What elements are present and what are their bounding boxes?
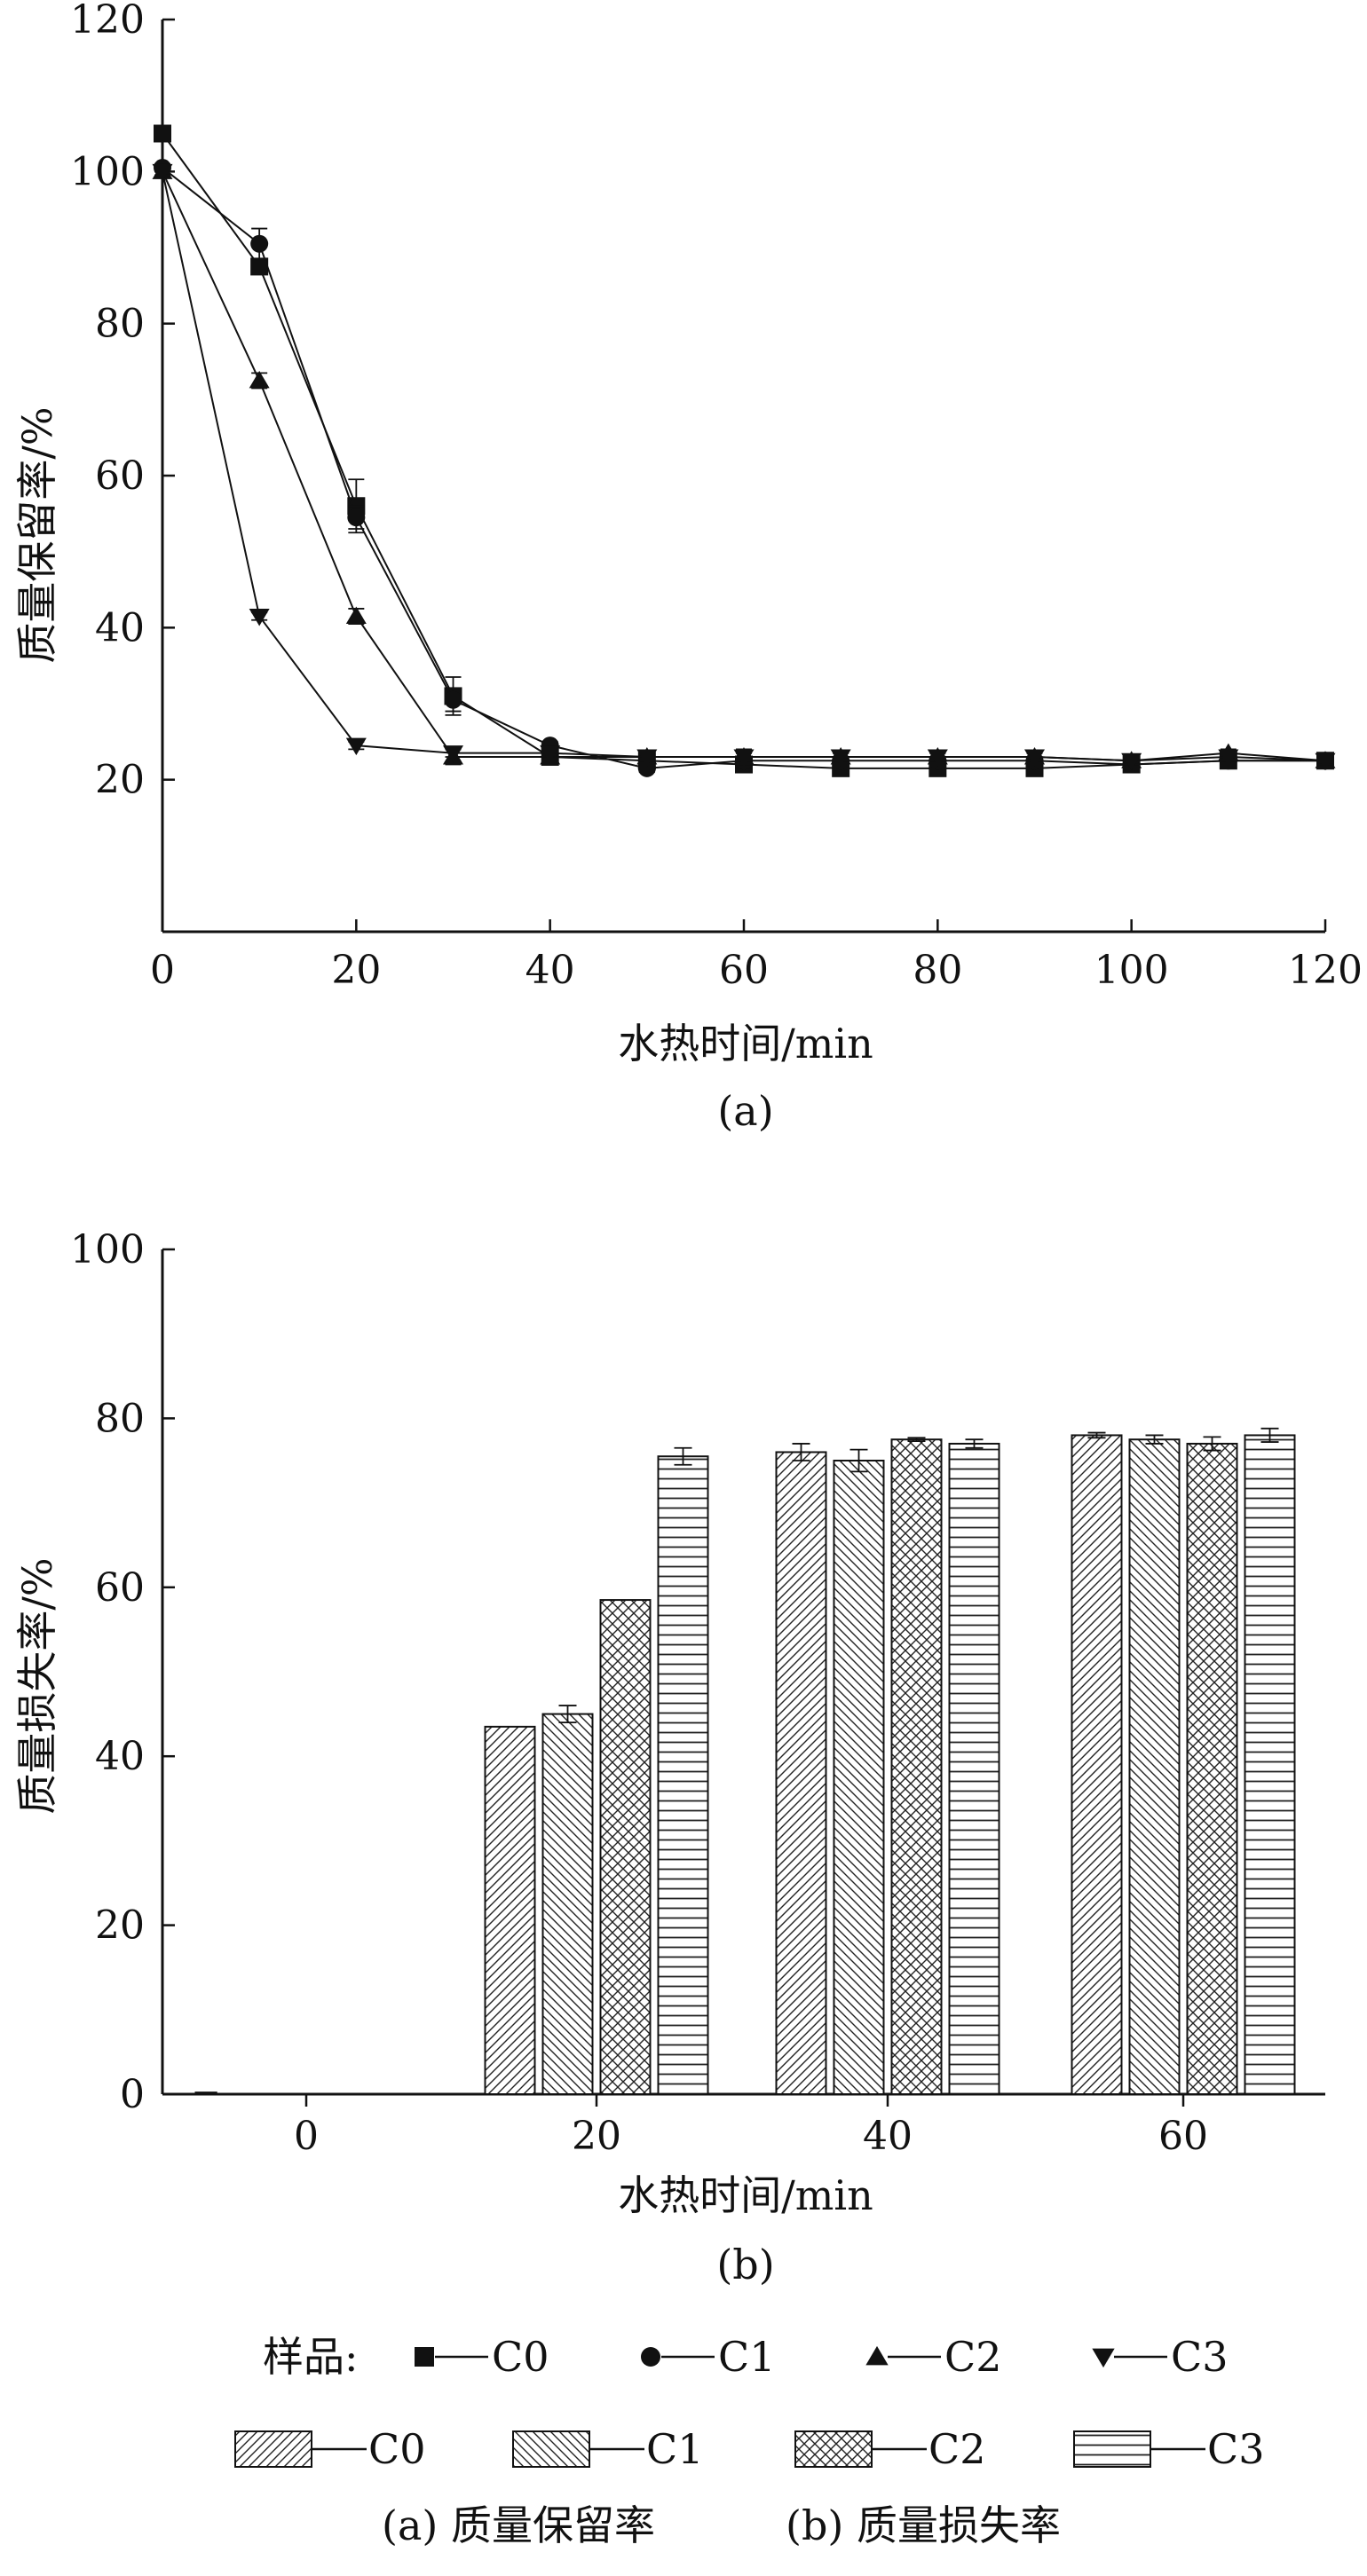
panel-a-x-tick-label: 100 bbox=[1094, 948, 1169, 993]
legend-label-C0: C0 bbox=[492, 2333, 549, 2381]
bar-C2-40 bbox=[890, 1438, 943, 2095]
legend-marker-C3 bbox=[1092, 2348, 1115, 2368]
series-line-C3 bbox=[162, 171, 1326, 762]
panel-a-x-tick-label: 0 bbox=[150, 948, 175, 993]
figure-caption: (a) 质量保留率 (b) 质量损失率 bbox=[382, 2501, 1061, 2549]
legend-label-C2: C2 bbox=[928, 2425, 985, 2473]
data-point-C1 bbox=[444, 690, 462, 709]
series-line-C0 bbox=[162, 132, 1325, 769]
legend-marker-C2 bbox=[865, 2345, 889, 2366]
panel-b-x-tick-label: 20 bbox=[572, 2114, 621, 2159]
caption-a: (a) 质量保留率 bbox=[382, 2501, 655, 2549]
bar-C3-60 bbox=[1244, 1434, 1296, 2095]
panel-a-y-tick-label: 40 bbox=[95, 605, 145, 650]
data-point-C1 bbox=[347, 508, 366, 527]
data-point-C3 bbox=[1121, 752, 1142, 771]
bar-C2-60 bbox=[1186, 1442, 1238, 2095]
data-point-C3 bbox=[1218, 749, 1239, 767]
legend-swatch-C0 bbox=[234, 2430, 312, 2468]
bar-C0-20 bbox=[484, 1725, 536, 2095]
panel-b: 0 20 40 60 80 100 0 20 40 60 水热时间/min 质量损失率/% (b) bbox=[13, 1227, 1325, 2288]
legend-bar-items: C0 C1 C2 C3 bbox=[234, 2425, 1264, 2473]
legend-label-C1: C1 bbox=[718, 2333, 775, 2381]
bar-C1-40 bbox=[833, 1460, 885, 2095]
panel-b-y-tick-label: 40 bbox=[95, 1734, 145, 1779]
data-point-C3 bbox=[733, 749, 755, 767]
panel-b-y-tick-label: 20 bbox=[95, 1903, 145, 1949]
legend-label-C1: C1 bbox=[646, 2425, 703, 2473]
data-point-C3 bbox=[927, 749, 948, 767]
bar-C1-20 bbox=[541, 1713, 594, 2095]
legend-label-C3: C3 bbox=[1171, 2333, 1228, 2381]
panel-b-plot: 0 20 40 60 80 100 0 20 40 60 bbox=[70, 1227, 1325, 2159]
series-line-C2 bbox=[162, 170, 1326, 762]
panel-b-x-tick-label: 0 bbox=[294, 2114, 319, 2159]
legend-line-items: C0 C1 C2 C3 bbox=[415, 2333, 1228, 2381]
panel-a-x-tick-label: 120 bbox=[1288, 948, 1363, 993]
panel-b-x-tick-label: 40 bbox=[863, 2114, 913, 2159]
panel-a-ylabel: 质量保留率/% bbox=[13, 406, 61, 663]
legend-label-C3: C3 bbox=[1207, 2425, 1264, 2473]
data-point-C1 bbox=[250, 234, 269, 253]
panel-b-x-tick-label: 60 bbox=[1158, 2114, 1208, 2159]
panel-a-y-tick-label: 60 bbox=[95, 453, 145, 499]
data-point-C3 bbox=[443, 745, 463, 763]
data-point-C3 bbox=[540, 745, 561, 763]
panel-a-y-tick-label: 100 bbox=[70, 149, 145, 194]
panel-a-xlabel: 水热时间/min bbox=[618, 1020, 873, 1067]
data-point-C2 bbox=[345, 606, 367, 624]
data-point-C3 bbox=[152, 163, 173, 182]
data-point-C0 bbox=[250, 257, 269, 276]
panel-b-y-tick-label: 0 bbox=[120, 2072, 145, 2117]
legend-swatch-C1 bbox=[512, 2430, 590, 2468]
panel-a-x-tick-label: 80 bbox=[913, 948, 962, 993]
panel-b-y-tick-label: 60 bbox=[95, 1565, 145, 1611]
legend-swatch-C2 bbox=[794, 2430, 873, 2468]
panel-b-ylabel: 质量损失率/% bbox=[13, 1557, 61, 1814]
legend-marker-C1 bbox=[641, 2347, 660, 2367]
legend-swatch-C3 bbox=[1073, 2430, 1151, 2468]
legend-prefix: 样品: bbox=[263, 2333, 359, 2381]
data-point-C3 bbox=[249, 608, 270, 626]
panel-a-label: (a) bbox=[717, 1087, 773, 1135]
data-point-C3 bbox=[636, 749, 658, 767]
legend-label-C2: C2 bbox=[944, 2333, 1001, 2381]
panel-b-xlabel: 水热时间/min bbox=[618, 2171, 873, 2219]
bar-C0-40 bbox=[775, 1451, 827, 2095]
panel-a: 0 20 40 60 80 100 120 20 40 60 80 100 120 水热时间/min 质… bbox=[13, 0, 1363, 1135]
data-point-C3 bbox=[1315, 752, 1336, 771]
legend: 样品: C0 C1 C2 C3 C0 C1 C2 C3 bbox=[234, 2333, 1264, 2473]
bar-C1-60 bbox=[1128, 1438, 1181, 2095]
caption-b: (b) 质量损失率 bbox=[786, 2501, 1061, 2549]
panel-a-x-tick-label: 20 bbox=[331, 948, 381, 993]
legend-marker-C0 bbox=[415, 2347, 434, 2367]
series-line-C1 bbox=[162, 167, 1325, 769]
panel-a-x-tick-label: 60 bbox=[719, 948, 769, 993]
data-point-C0 bbox=[154, 124, 171, 143]
bar-C0-60 bbox=[1071, 1434, 1123, 2095]
panel-a-x-tick-label: 40 bbox=[525, 948, 575, 993]
data-point-C3 bbox=[345, 737, 367, 756]
bar-C3-20 bbox=[657, 1455, 709, 2095]
data-point-C3 bbox=[830, 749, 851, 767]
data-point-C3 bbox=[1024, 749, 1045, 767]
panel-b-y-tick-label: 80 bbox=[95, 1396, 145, 1441]
panel-a-y-tick-label: 20 bbox=[95, 758, 145, 803]
panel-b-label: (b) bbox=[716, 2241, 774, 2288]
legend-label-C0: C0 bbox=[368, 2425, 425, 2473]
panel-a-y-tick-label: 120 bbox=[70, 0, 145, 43]
panel-a-y-tick-label: 80 bbox=[95, 302, 145, 347]
bar-C3-40 bbox=[948, 1442, 1000, 2095]
data-point-C2 bbox=[249, 370, 270, 389]
panel-b-y-tick-label: 100 bbox=[70, 1227, 145, 1272]
panel-a-plot: 0 20 40 60 80 100 120 20 40 60 80 100 120 bbox=[70, 0, 1363, 993]
bar-C2-20 bbox=[599, 1599, 652, 2095]
